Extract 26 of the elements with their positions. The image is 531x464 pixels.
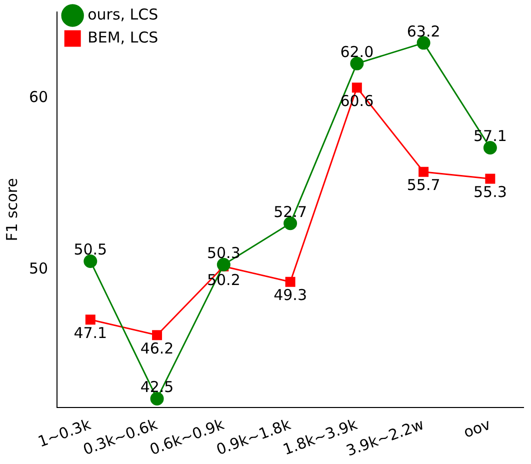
y-tick-label: 50 (28, 260, 48, 278)
point (152, 330, 162, 340)
point (483, 141, 497, 155)
legend-label: BEM, LCS (88, 28, 158, 46)
point (485, 174, 496, 184)
point (85, 314, 96, 325)
point (418, 166, 429, 177)
point (84, 254, 98, 268)
point (416, 36, 430, 50)
point (350, 56, 364, 70)
data-label: 47.1 (74, 324, 108, 342)
data-label: 55.7 (406, 176, 440, 194)
data-label: 62.0 (340, 42, 374, 61)
data-label: 46.2 (140, 340, 174, 358)
y-tick-label: 60 (28, 88, 48, 106)
data-label: 50.3 (206, 244, 240, 262)
y-axis-title: F1 score (2, 178, 21, 242)
data-label: 50.5 (74, 240, 108, 259)
point (216, 258, 230, 272)
data-label: 63.2 (406, 22, 440, 40)
x-tick-label: oov (461, 415, 494, 442)
data-label: 55.3 (473, 183, 507, 202)
legend-label: ours, LCS (88, 5, 158, 24)
point (285, 276, 296, 287)
data-label: 49.3 (274, 286, 307, 304)
point (352, 82, 362, 93)
